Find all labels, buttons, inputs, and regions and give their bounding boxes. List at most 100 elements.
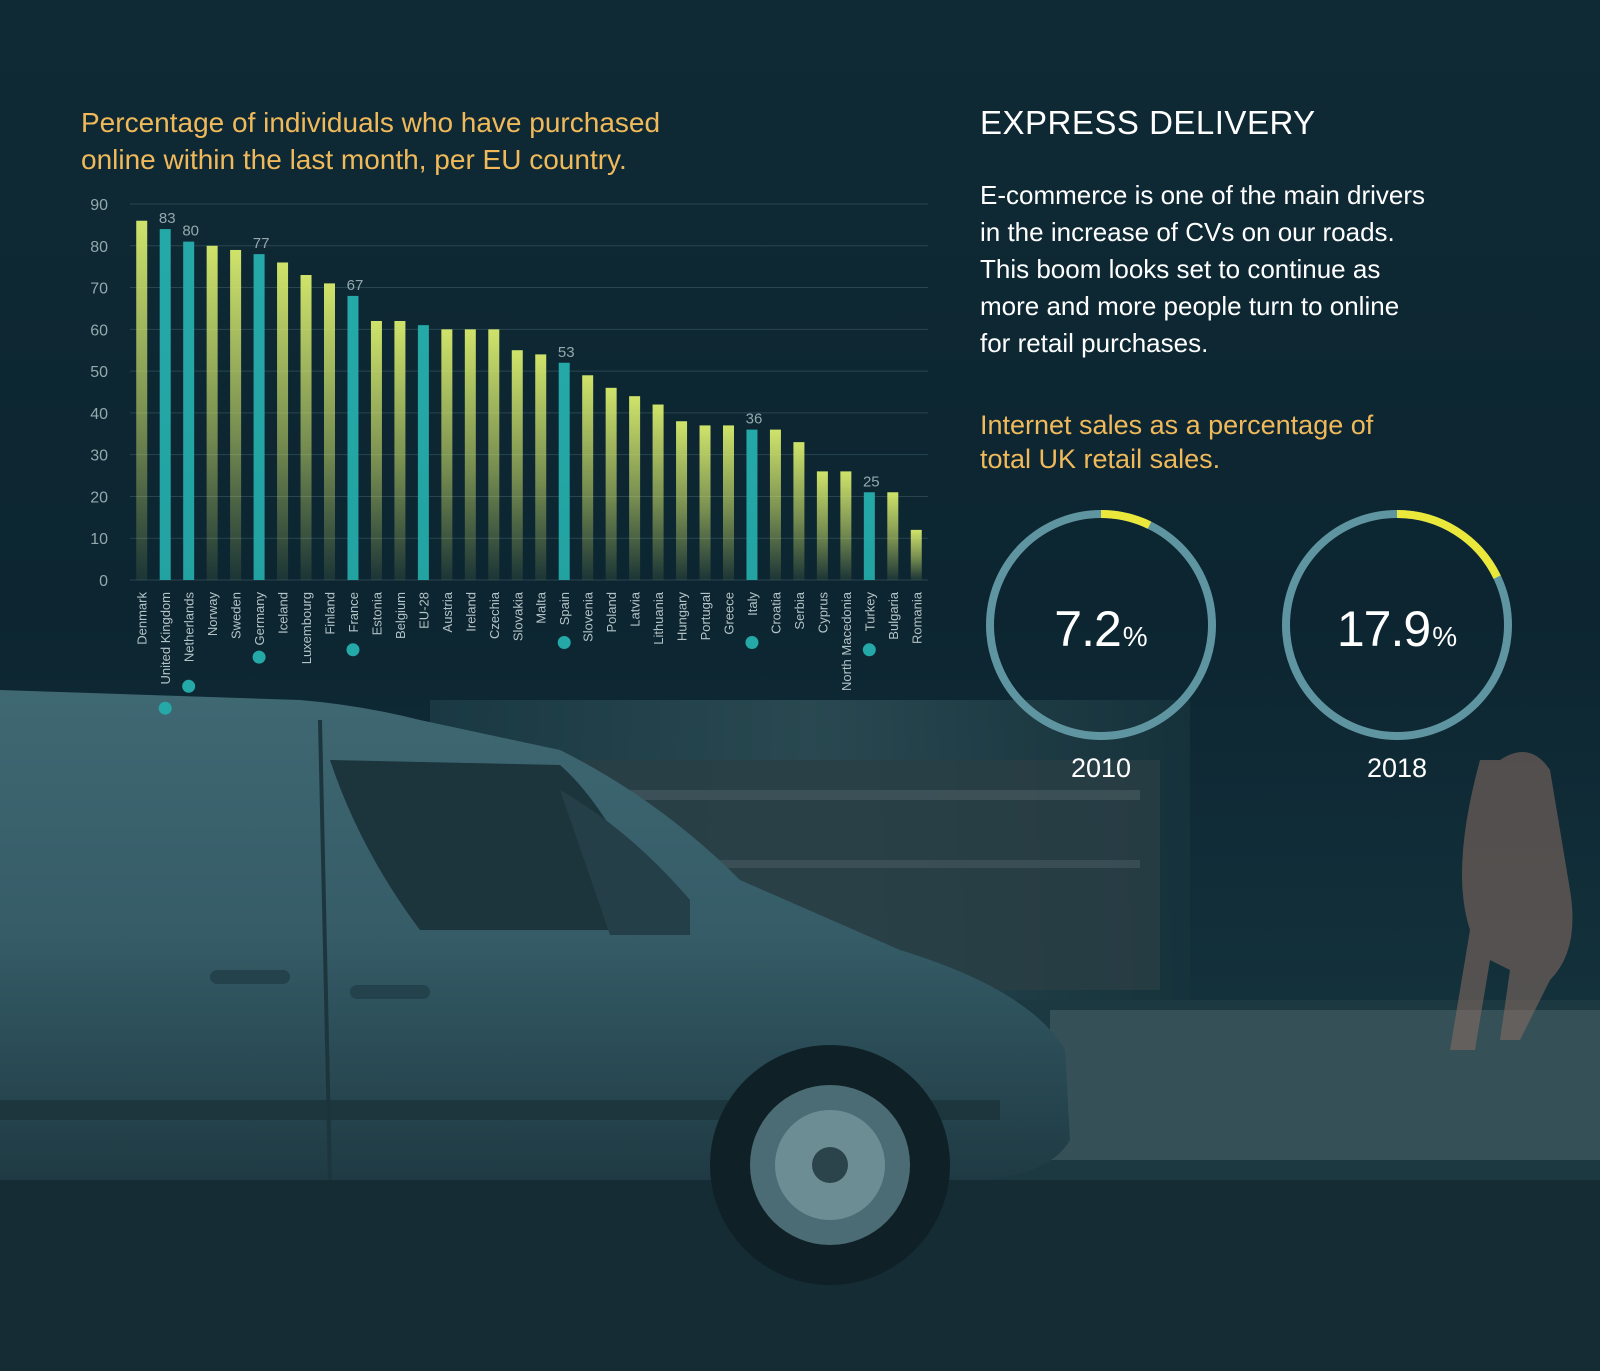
bar bbox=[183, 241, 195, 580]
y-tick-label: 30 bbox=[90, 448, 108, 465]
bar bbox=[159, 229, 171, 581]
x-tick-label: Turkey bbox=[862, 592, 877, 632]
x-tick-label: Sweden bbox=[229, 592, 244, 639]
x-tick-label: Poland bbox=[604, 592, 619, 632]
bar bbox=[910, 529, 922, 580]
x-tick-label: North Macedonia bbox=[839, 591, 854, 691]
x-tick-label: Lithuania bbox=[651, 591, 666, 645]
bar bbox=[417, 325, 429, 580]
x-tick-label: Bulgaria bbox=[886, 591, 901, 639]
x-tick-label: Malta bbox=[534, 591, 549, 624]
y-tick-label: 90 bbox=[90, 197, 108, 214]
highlight-marker bbox=[557, 636, 571, 649]
highlight-marker bbox=[862, 643, 876, 657]
bar bbox=[324, 283, 335, 580]
bar bbox=[488, 329, 500, 580]
x-tick-label: Germany bbox=[252, 592, 267, 646]
body-text: E-commerce is one of the main drivers in… bbox=[980, 177, 1540, 362]
bar bbox=[840, 471, 852, 580]
y-tick-label: 10 bbox=[90, 531, 108, 548]
x-tick-label: Greece bbox=[722, 592, 737, 635]
x-tick-label: Ireland bbox=[463, 592, 478, 632]
bar bbox=[347, 295, 359, 580]
x-tick-label: Romania bbox=[909, 591, 924, 644]
bar bbox=[277, 262, 289, 580]
data-label: 67 bbox=[347, 277, 364, 294]
chart-title-line-1: Percentage of individuals who have purch… bbox=[81, 107, 661, 138]
bar bbox=[370, 320, 382, 580]
body-line-4: more and more people turn to online bbox=[980, 291, 1400, 321]
donut-value-2018: 17.9% bbox=[1277, 600, 1517, 658]
bar bbox=[464, 329, 476, 580]
x-tick-label: Slovenia bbox=[581, 591, 596, 642]
donut-arc bbox=[1396, 510, 1501, 579]
bar bbox=[652, 404, 664, 580]
data-label: 53 bbox=[558, 344, 575, 361]
donut-value-2010: 7.2% bbox=[981, 600, 1221, 658]
body-line-2: in the increase of CVs on our roads. bbox=[980, 217, 1395, 247]
x-tick-label: Latvia bbox=[628, 591, 643, 626]
donut-title-line-1: Internet sales as a percentage of bbox=[980, 410, 1374, 440]
donut-year-2010: 2010 bbox=[1070, 753, 1132, 783]
donut-number-2010: 7.2 bbox=[1054, 601, 1122, 657]
body-line-1: E-commerce is one of the main drivers bbox=[980, 180, 1426, 210]
bar bbox=[793, 442, 805, 580]
donut-unit-2010: % bbox=[1122, 621, 1148, 652]
x-tick-label: Italy bbox=[745, 592, 760, 616]
donut-year-2018: 2018 bbox=[1366, 753, 1428, 783]
y-tick-label: 20 bbox=[90, 489, 108, 506]
x-tick-label: United Kingdom bbox=[158, 592, 173, 685]
donut-2018: 17.9% 2018 bbox=[1277, 505, 1527, 795]
x-tick-label: Slovakia bbox=[510, 591, 525, 641]
donut-number-2018: 17.9 bbox=[1336, 601, 1431, 657]
x-tick-label: Norway bbox=[205, 592, 220, 637]
x-tick-label: Serbia bbox=[792, 591, 807, 629]
highlight-marker bbox=[745, 636, 759, 649]
bar bbox=[582, 375, 594, 580]
bar bbox=[441, 329, 453, 580]
bar bbox=[605, 387, 617, 580]
x-tick-label: Belgium bbox=[393, 592, 408, 639]
y-tick-label: 40 bbox=[90, 406, 108, 423]
body-line-5: for retail purchases. bbox=[980, 328, 1209, 358]
bar bbox=[629, 396, 641, 580]
y-tick-label: 80 bbox=[90, 239, 108, 256]
x-tick-label: EU-28 bbox=[416, 592, 431, 629]
bar bbox=[300, 275, 312, 580]
data-label: 77 bbox=[253, 235, 270, 252]
y-tick-label: 0 bbox=[99, 573, 108, 590]
bar bbox=[394, 320, 406, 580]
highlight-marker bbox=[158, 701, 172, 715]
bar bbox=[230, 249, 242, 580]
donut-section-title: Internet sales as a percentage of total … bbox=[980, 408, 1540, 476]
bar bbox=[887, 492, 899, 580]
chart-title: Percentage of individuals who have purch… bbox=[81, 104, 781, 178]
x-tick-label: France bbox=[346, 592, 361, 632]
bar-chart: 0 10 20 30 40 50 60 70 80 90 Denmark United Kingdom… bbox=[90, 197, 928, 715]
x-tick-label: Denmark bbox=[135, 592, 150, 645]
y-tick-label: 70 bbox=[90, 281, 108, 298]
bar bbox=[558, 362, 570, 580]
donut-2010: 7.2% 2010 bbox=[981, 505, 1231, 795]
x-tick-label: Luxembourg bbox=[299, 592, 314, 664]
donut-ring-2010 bbox=[986, 510, 1216, 740]
bar bbox=[723, 425, 734, 580]
data-label: 80 bbox=[182, 223, 199, 240]
bar bbox=[206, 245, 218, 580]
donut-arc bbox=[1100, 510, 1152, 529]
body-line-3: This boom looks set to continue as bbox=[980, 254, 1381, 284]
section-heading: EXPRESS DELIVERY bbox=[980, 104, 1316, 141]
chart-title-line-2: online within the last month, per EU cou… bbox=[81, 144, 627, 175]
bar bbox=[863, 492, 875, 580]
bar bbox=[769, 429, 781, 580]
bar bbox=[136, 220, 148, 580]
bar bbox=[746, 429, 758, 580]
highlight-marker bbox=[182, 679, 196, 693]
x-tick-label: Finland bbox=[323, 592, 338, 635]
bar bbox=[676, 421, 688, 580]
x-tick-label: Iceland bbox=[276, 592, 291, 634]
y-tick-label: 50 bbox=[90, 364, 108, 381]
donut-unit-2018: % bbox=[1432, 621, 1458, 652]
bar bbox=[816, 471, 828, 580]
